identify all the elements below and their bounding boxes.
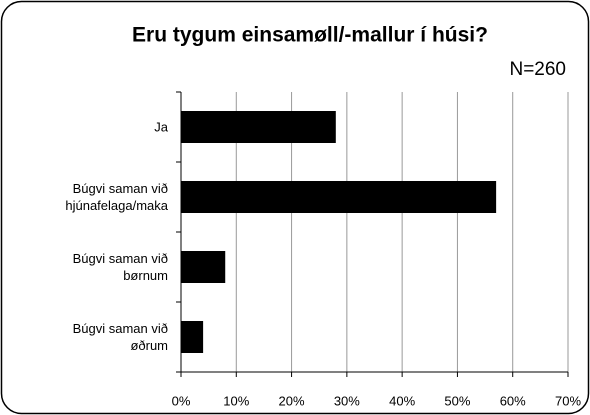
bar [181,251,226,283]
x-tick-label: 10% [223,393,249,408]
x-tick-label: 50% [444,393,470,408]
x-tick-label: 70% [555,393,581,408]
x-tick-label: 0% [172,393,191,408]
bar [181,321,204,353]
y-tick-label: Búgvi saman við hjúnafelaga/maka [65,181,168,213]
chart-subtitle: N=260 [509,59,566,80]
x-tick-label: 40% [389,393,415,408]
y-tick-label: Búgvi saman við børnum [72,251,168,283]
x-tick-label: 30% [334,393,360,408]
y-tick-label: Búgvi saman við øðrum [72,321,168,353]
bar [181,181,497,213]
x-tick-label: 60% [500,393,526,408]
chart-title: Eru tygum einsamøll/-mallur í húsi? [132,24,488,47]
x-tick-label: 20% [279,393,305,408]
bar [181,111,336,143]
y-tick-label: Ja [154,119,168,135]
